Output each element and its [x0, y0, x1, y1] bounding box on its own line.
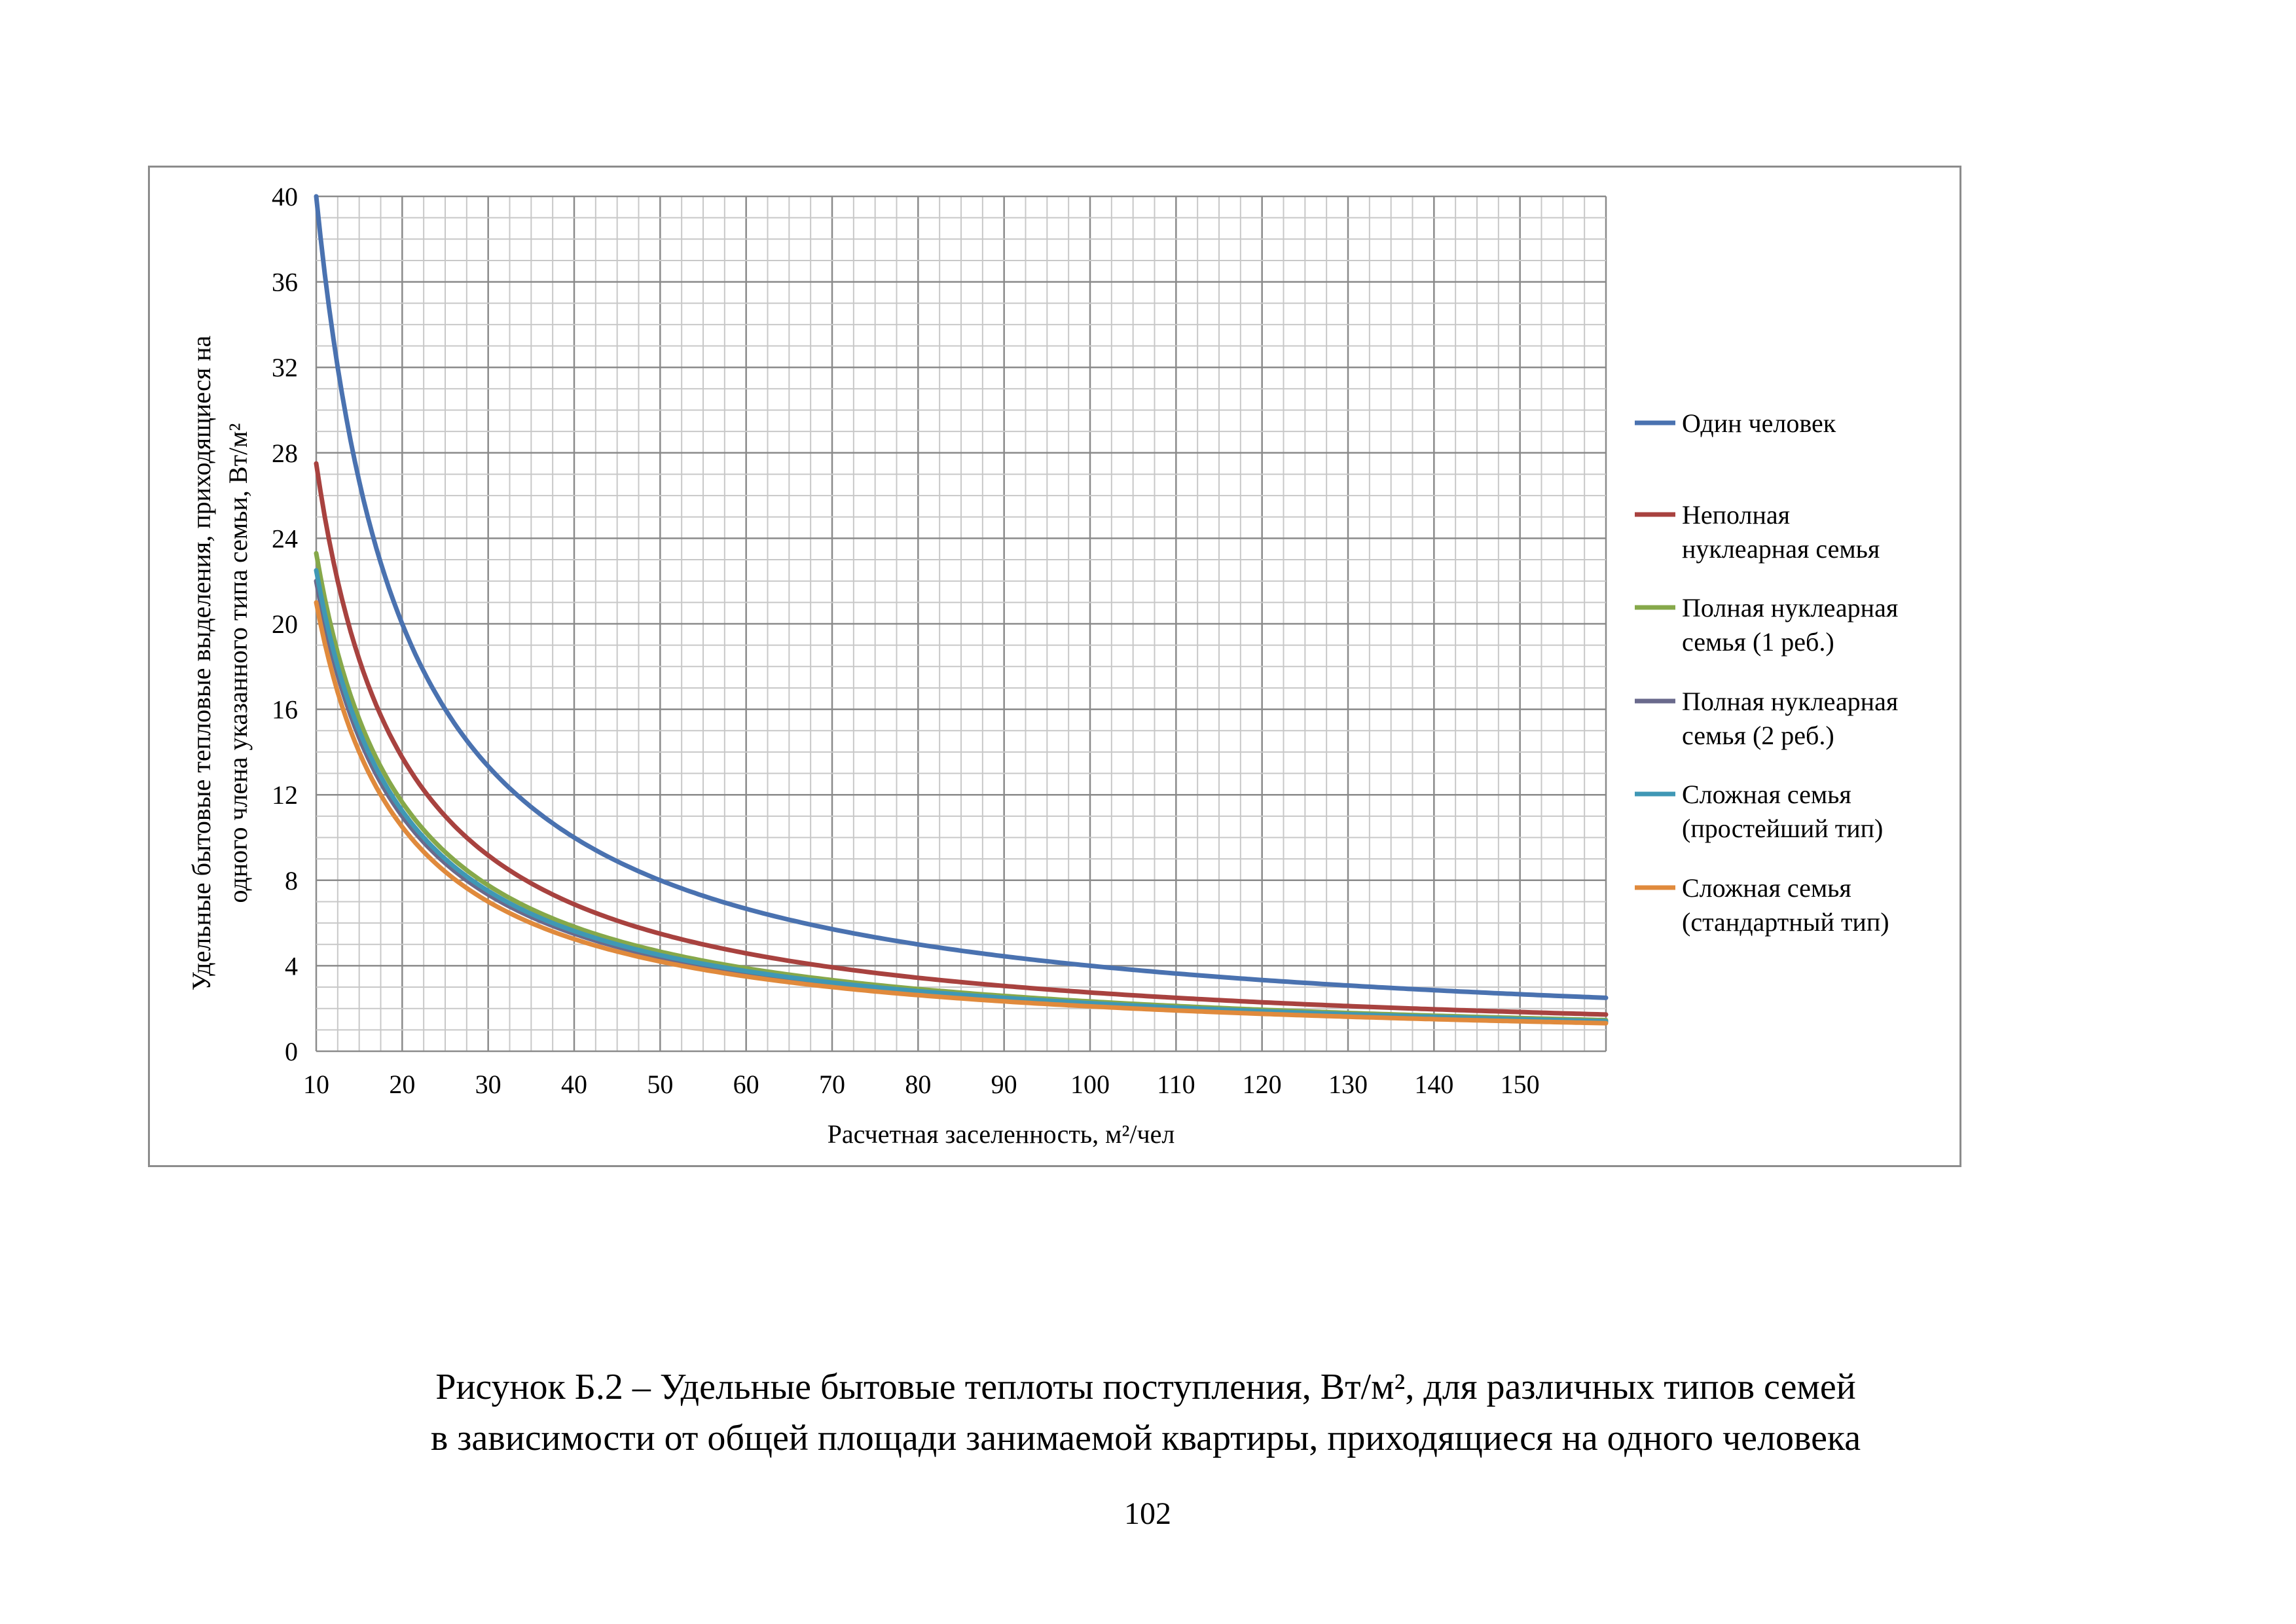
legend-label-3: Полная нуклеарная — [1682, 593, 1898, 623]
x-tick-label: 30 — [475, 1070, 501, 1099]
caption-line-1: Рисунок Б.2 – Удельные бытовые теплоты п… — [435, 1367, 1856, 1407]
series-line-6 — [314, 600, 1609, 1026]
legend-label-5: Сложная семья — [1682, 780, 1851, 809]
legend-label-1: Один человек — [1682, 408, 1836, 438]
legend-label-6: Сложная семья — [1682, 873, 1851, 903]
x-tick-label: 10 — [303, 1070, 329, 1099]
legend-label-5: (простейший тип) — [1682, 814, 1883, 843]
y-tick-label: 24 — [272, 524, 298, 553]
y-tick-label: 36 — [272, 268, 298, 297]
x-tick-label: 20 — [389, 1070, 415, 1099]
figure-caption: Рисунок Б.2 – Удельные бытовые теплоты п… — [196, 1362, 2095, 1464]
series-line-1 — [314, 194, 1609, 1000]
line-chart: 10 20 30 40 50 60 70 80 90 100 110 120 130 140 150 0 4 8 1… — [187, 182, 1898, 1149]
x-tick-label: 90 — [991, 1070, 1017, 1099]
legend-label-3: семья (1 реб.) — [1682, 627, 1834, 657]
series-lines — [314, 194, 1609, 1026]
y-axis-title-line-1: Удельные бытовые тепловые выделения, при… — [187, 335, 216, 990]
y-axis-title-line-2: одного члена указанного типа семьи, Вт/м… — [223, 424, 253, 903]
y-tick-label: 40 — [272, 182, 298, 211]
legend: Один человек Неполная нуклеарная семья Полн… — [1635, 408, 1898, 937]
series-line-2 — [314, 461, 1609, 1017]
legend-label-2: нуклеарная семья — [1682, 534, 1880, 564]
x-tick-label: 150 — [1501, 1070, 1540, 1099]
legend-label-4: семья (2 реб.) — [1682, 721, 1834, 750]
y-tick-label: 32 — [272, 353, 298, 382]
y-tick-label: 20 — [272, 609, 298, 639]
y-tick-label: 8 — [285, 866, 298, 895]
x-tick-label: 70 — [819, 1070, 845, 1099]
y-tick-label: 16 — [272, 695, 298, 725]
y-tick-label: 28 — [272, 439, 298, 468]
x-tick-label: 100 — [1070, 1070, 1110, 1099]
x-tick-label: 140 — [1414, 1070, 1453, 1099]
y-tick-label: 12 — [272, 780, 298, 810]
x-tick-label: 110 — [1157, 1070, 1195, 1099]
series-line-5 — [314, 568, 1609, 1024]
grid — [315, 195, 1607, 1053]
chart-frame: 10 20 30 40 50 60 70 80 90 100 110 120 130 140 150 0 4 8 1… — [148, 166, 1961, 1167]
legend-label-6: (стандартный тип) — [1682, 907, 1889, 937]
x-tick-label: 120 — [1243, 1070, 1282, 1099]
x-tick-label: 40 — [561, 1070, 587, 1099]
x-axis-title: Расчетная заселенность, м²/чел — [828, 1119, 1175, 1149]
x-tick-label: 50 — [647, 1070, 673, 1099]
legend-label-4: Полная нуклеарная — [1682, 687, 1898, 716]
tick-labels: 10 20 30 40 50 60 70 80 90 100 110 120 130 140 150 0 4 8 1… — [272, 182, 1540, 1099]
x-tick-label: 60 — [733, 1070, 759, 1099]
y-tick-label: 0 — [285, 1037, 298, 1066]
x-tick-label: 80 — [905, 1070, 931, 1099]
caption-line-2: в зависимости от общей площади занимаемо… — [430, 1418, 1861, 1458]
y-tick-label: 4 — [285, 951, 298, 981]
page-number: 102 — [1124, 1496, 1171, 1531]
x-tick-label: 130 — [1328, 1070, 1368, 1099]
legend-label-2: Неполная — [1682, 500, 1790, 530]
